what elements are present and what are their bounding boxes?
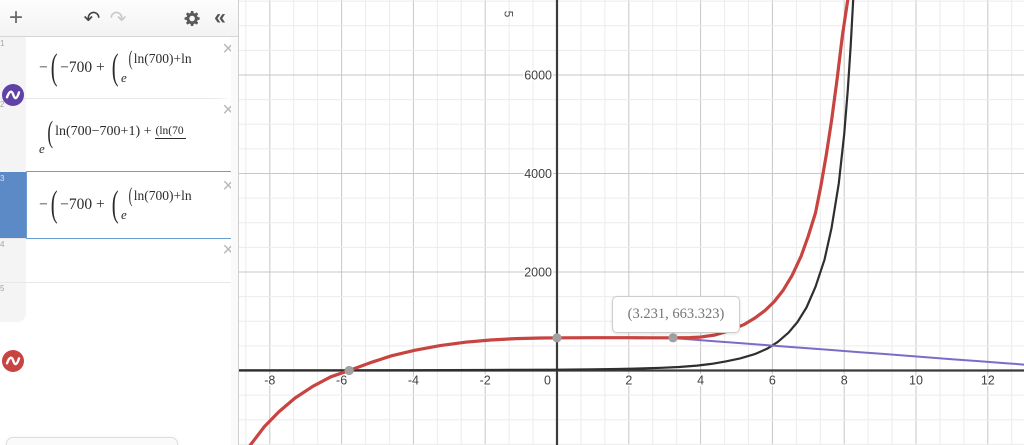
expression-row-3-selected[interactable]: 3 − ( −700 + ( e ( ln(700)+ln (0, 171, 238, 372)
point-coordinates: (3.231, 663.323) (627, 306, 725, 322)
row-number: 4 (0, 240, 5, 249)
math-minus: − (39, 58, 48, 76)
add-expression-button[interactable]: + (8, 4, 23, 31)
purple-line[interactable] (674, 337, 1024, 366)
gear-icon[interactable] (178, 0, 206, 36)
panel-scrollbar[interactable] (231, 37, 238, 445)
x-tick-label: 2 (625, 374, 632, 388)
math-minus: − (39, 196, 48, 213)
origin-label: 0 (544, 374, 551, 388)
close-icon[interactable]: × (222, 239, 234, 261)
math-exponent: ln(700)+ln (133, 188, 192, 203)
expression-toolbar: + ↶ ↷ « (0, 0, 238, 37)
row-number: 3 (0, 174, 5, 183)
close-icon[interactable]: × (222, 38, 234, 60)
redo-icon[interactable]: ↷ (109, 7, 127, 30)
math-fraction: (ln(70 (154, 125, 186, 139)
row-number: 1 (0, 39, 5, 48)
expression-row-4-empty[interactable]: 4 × (0, 238, 238, 283)
y-tick-label: 4000 (524, 167, 552, 181)
expression-panel: + ↶ ↷ « 1 − ( −700 + (0, 0, 239, 445)
x-tick-label: 6 (769, 374, 776, 388)
graph-paper[interactable]: -8 -6 -4 -2 2 4 6 8 10 12 0 2000 4000 6000 (238, 0, 1024, 445)
math-base-e: e (121, 207, 127, 222)
expression-content[interactable]: e ( ln(700−700+1) + (ln(70 × (26, 98, 238, 172)
undo-icon[interactable]: ↶ (83, 7, 101, 30)
math-paren: ( (111, 184, 119, 226)
point-of-interest[interactable] (344, 365, 354, 376)
x-tick-label: 10 (909, 374, 923, 388)
expression-content[interactable]: × (26, 238, 238, 282)
expression-icon-purple[interactable] (2, 84, 24, 106)
point-of-interest[interactable] (668, 333, 678, 343)
x-tick-label: 8 (841, 374, 848, 388)
y-tick-label: 2000 (524, 266, 552, 280)
collapse-panel-icon[interactable]: « (214, 6, 226, 29)
expression-row-1[interactable]: 1 − ( −700 + ( e ( ln(700)+ln (0, 37, 238, 106)
x-tick-label: -6 (336, 374, 347, 388)
math-paren: ( (128, 183, 133, 208)
expression-row-2[interactable]: 2 e ( ln(700−700+1) + (ln(70 (0, 98, 238, 231)
graph-canvas[interactable]: -8 -6 -4 -2 2 4 6 8 10 12 0 2000 4000 6000 (238, 0, 1024, 445)
close-icon[interactable]: × (222, 175, 234, 197)
math-fraction-numerator: (ln(70 (154, 125, 186, 139)
math-base-e: e (121, 69, 127, 85)
close-icon[interactable]: × (222, 99, 234, 121)
math-paren: ( (111, 46, 119, 88)
sine-wave-icon (5, 356, 21, 366)
math-paren: ( (50, 46, 58, 88)
math-body: −700 + (60, 58, 105, 76)
gear-icon-glyph (184, 10, 200, 26)
x-tick-label: -2 (480, 374, 491, 388)
y-tick-label: 6000 (524, 69, 552, 83)
math-paren: ( (47, 113, 53, 149)
math-body: −700 + (60, 196, 105, 213)
math-base-e: e (39, 141, 45, 156)
point-tooltip: (3.231, 663.323) (612, 296, 740, 333)
math-paren: ( (128, 45, 133, 70)
expression-content[interactable]: − ( −700 + ( e ( ln(700)+ln × (26, 172, 238, 238)
math-exponent: ln(700)+ln (133, 50, 192, 66)
sine-wave-icon (5, 90, 21, 100)
point-of-interest[interactable] (552, 333, 562, 343)
expression-content[interactable]: − ( −700 + ( e ( ln(700)+ln × (26, 37, 238, 98)
x-tick-label: 12 (981, 374, 995, 388)
black-exponential-curve[interactable] (238, 0, 855, 372)
rotated-axis-label: 5 (501, 10, 516, 18)
x-tick-label: -8 (264, 374, 275, 388)
x-tick-label: -4 (408, 374, 419, 388)
row-number: 5 (0, 284, 5, 293)
row-number: 2 (0, 100, 5, 109)
math-body: ln(700−700+1) + (55, 124, 152, 139)
expression-icon-red[interactable] (2, 350, 24, 372)
keyboard-toggle-button[interactable] (6, 437, 178, 445)
math-paren: ( (50, 184, 58, 226)
x-tick-label: 4 (697, 374, 704, 388)
selected-row-gutter (0, 172, 26, 238)
